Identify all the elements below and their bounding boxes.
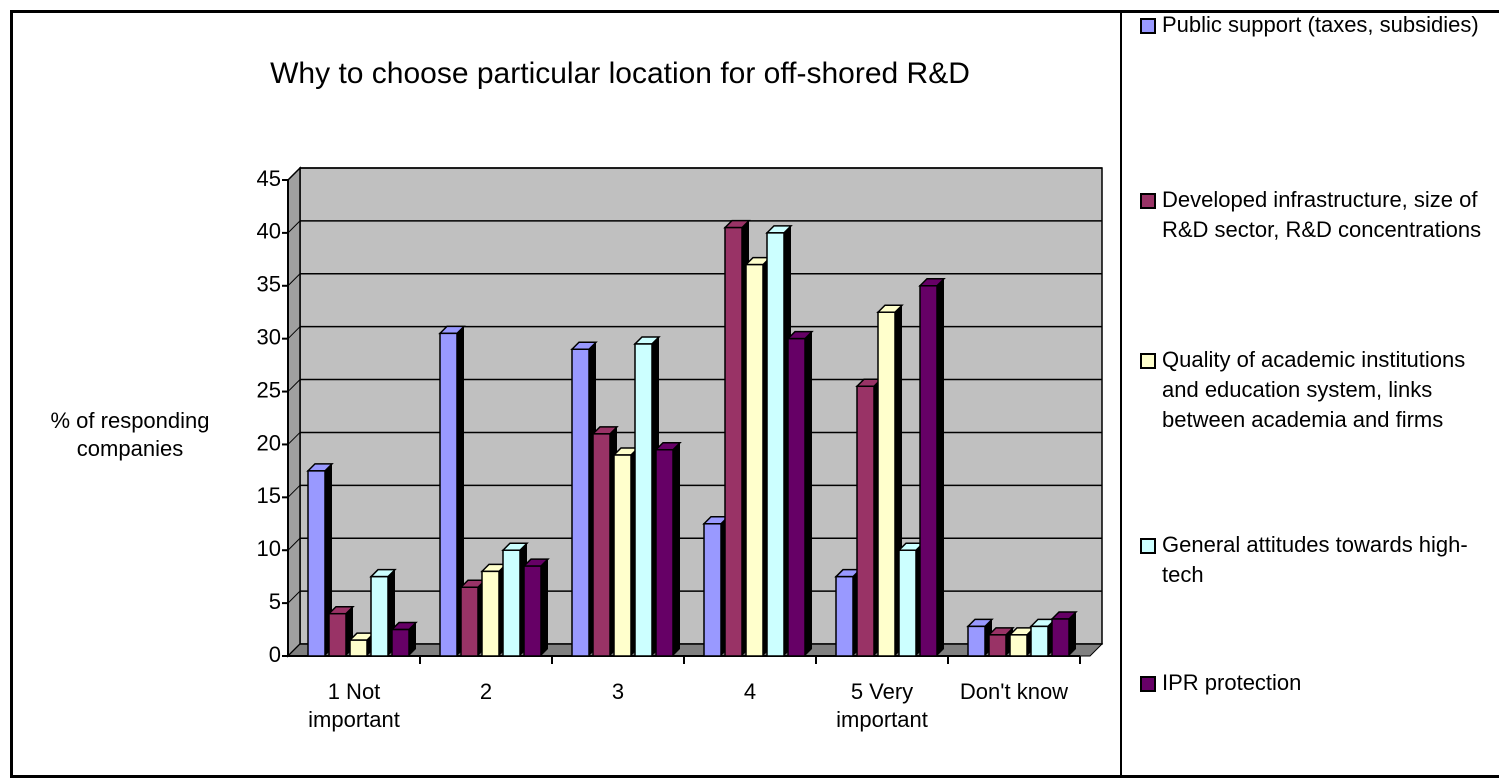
x-tick-label: 5 Very important: [836, 679, 928, 732]
bar: [856, 385, 875, 657]
back-wall: [299, 167, 1103, 645]
y-tick-label: 40: [257, 219, 281, 244]
bar-side: [409, 622, 416, 656]
legend-swatch: [1140, 538, 1156, 554]
legend-entry: General attitudes towards high-tech: [1140, 530, 1499, 590]
legend-label: IPR protection: [1162, 670, 1302, 695]
bar-side: [457, 326, 464, 656]
bar: [481, 570, 500, 657]
grid-line-side: [287, 326, 301, 340]
bar: [439, 332, 458, 657]
legend-label: Public support (taxes, subsidies): [1162, 12, 1479, 37]
bar: [523, 565, 542, 657]
chart-title: Why to choose particular location for of…: [270, 57, 970, 90]
y-tick-label: 30: [257, 324, 281, 349]
legend-swatch: [1140, 193, 1156, 209]
x-tick-label: 3: [611, 679, 625, 704]
bar: [1051, 618, 1070, 657]
bar: [307, 470, 326, 657]
frame: [10, 10, 1499, 778]
legend-label: Quality of academic institutions and edu…: [1162, 347, 1466, 432]
legend-entry: Developed infrastructure, size of R&D se…: [1140, 185, 1499, 245]
legend-entry: Public support (taxes, subsidies): [1140, 10, 1499, 40]
bar: [967, 625, 986, 657]
grid-line-side: [287, 484, 301, 498]
bar: [613, 454, 632, 657]
legend-swatch: [1140, 353, 1156, 369]
bar: [898, 549, 917, 657]
bar-side: [673, 442, 680, 656]
bar: [724, 226, 743, 657]
y-tick-label: 5: [269, 589, 281, 614]
bar: [571, 348, 590, 657]
x-tick-label: 1 Not important: [308, 679, 400, 732]
y-tick-label: 25: [257, 377, 281, 402]
bar: [766, 232, 785, 657]
bar-side: [325, 463, 332, 656]
grid-line-side: [287, 379, 301, 392]
grid-line-side: [287, 273, 301, 287]
grid-line-side: [287, 220, 301, 234]
bar: [745, 263, 764, 657]
bar: [592, 433, 611, 657]
legend-swatch: [1140, 18, 1156, 34]
bar: [370, 575, 389, 657]
legend-label: General attitudes towards high-tech: [1162, 532, 1468, 587]
divider: [1120, 10, 1122, 778]
bar: [460, 586, 479, 657]
y-tick-label: 0: [269, 642, 281, 667]
y-tick-label: 10: [257, 536, 281, 561]
bar: [919, 285, 938, 657]
bar: [502, 549, 521, 657]
legend-entry: Quality of academic institutions and edu…: [1140, 345, 1499, 435]
bar: [328, 612, 347, 657]
grid-line-side: [287, 432, 301, 445]
bar: [787, 337, 806, 657]
bar: [655, 448, 674, 657]
legend-swatch: [1140, 676, 1156, 692]
y-axis-label: % of responding companies: [50, 408, 210, 461]
bar-side: [1069, 611, 1076, 656]
grid-line-side: [287, 167, 301, 181]
bar: [877, 311, 896, 657]
bar: [634, 343, 653, 657]
bar-side: [541, 559, 548, 656]
bar: [703, 523, 722, 657]
legend-entry: IPR protection: [1140, 668, 1499, 698]
grid-line-side: [287, 537, 301, 551]
bar-side: [805, 331, 812, 656]
bar: [349, 639, 368, 657]
x-tick-label: Don't know: [959, 679, 1069, 704]
bar: [988, 634, 1007, 657]
bar: [835, 575, 854, 657]
y-tick-label: 20: [257, 430, 281, 455]
y-tick-label: 35: [257, 272, 281, 297]
grid-line-side: [287, 643, 301, 657]
y-tick-label: 45: [257, 166, 281, 191]
bar-side: [937, 278, 944, 656]
bar: [391, 628, 410, 657]
legend-label: Developed infrastructure, size of R&D se…: [1162, 187, 1482, 242]
x-tick-label: 2: [479, 679, 493, 704]
x-tick-label: 4: [743, 679, 757, 704]
y-tick-label: 15: [257, 483, 281, 508]
bar: [1009, 634, 1028, 657]
bar: [1030, 625, 1049, 657]
side-wall: [287, 166, 301, 658]
grid-line-side: [287, 590, 301, 604]
